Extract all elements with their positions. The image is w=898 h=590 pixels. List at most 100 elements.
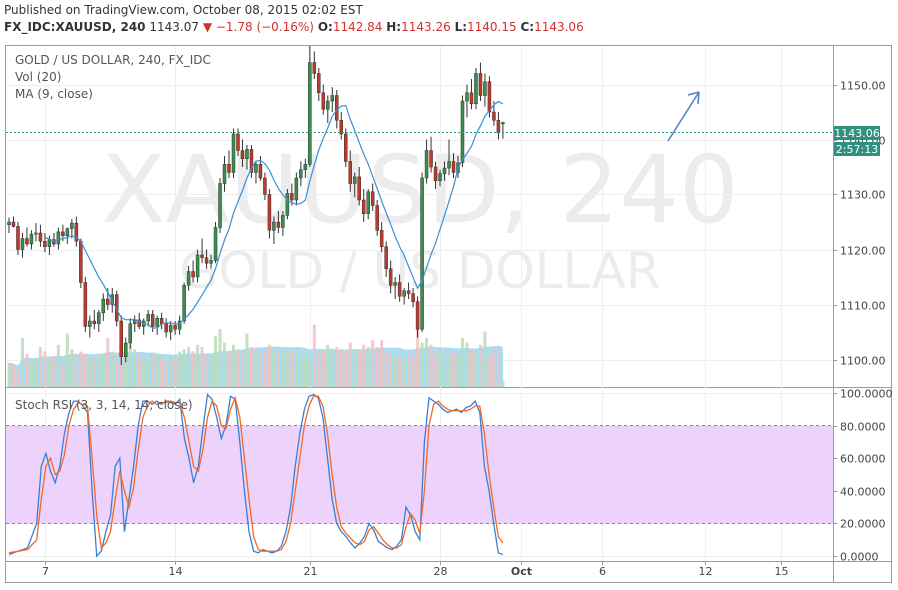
volume-bar <box>411 355 415 387</box>
time-tick-label: Oct <box>511 565 532 578</box>
stoch-band-fill <box>6 425 833 524</box>
legend-ma: MA (9, close) <box>15 87 93 101</box>
volume-bar <box>249 347 253 387</box>
candle-body <box>281 215 285 228</box>
volume-bar <box>474 351 478 387</box>
close-value: 1143.06 <box>534 20 584 34</box>
candle-body <box>43 241 47 247</box>
candle-body <box>438 173 442 182</box>
candle-body <box>74 222 79 242</box>
volume-bar <box>236 349 240 387</box>
candle-body <box>478 73 483 96</box>
volume-bar <box>146 360 150 387</box>
candle-body <box>384 246 388 269</box>
volume-bar <box>452 351 456 387</box>
candle-body <box>388 268 393 286</box>
volume-bar <box>169 355 173 387</box>
candle-body <box>317 73 321 93</box>
volume-bar <box>348 342 352 387</box>
candle-body <box>218 183 222 228</box>
volume-bar <box>434 353 438 387</box>
price-tick-label: 1130.00 <box>840 189 886 202</box>
volume-bar <box>263 351 267 387</box>
candle-body <box>357 176 361 201</box>
volume-bar <box>483 331 487 387</box>
candle-body <box>393 282 397 286</box>
candle-body <box>276 221 281 228</box>
candle-body <box>420 177 424 330</box>
close-label: C: <box>520 20 535 34</box>
volume-bar <box>281 353 285 387</box>
volume-bar <box>371 340 375 387</box>
candle-body <box>11 221 16 227</box>
time-tick-label: 6 <box>599 565 606 578</box>
volume-bar <box>299 355 303 387</box>
watermark-name: GOLD / US DOLLAR <box>180 242 661 300</box>
candle-body <box>272 221 276 231</box>
price-tick-label: 1150.00 <box>840 80 886 93</box>
candle-body <box>415 301 420 330</box>
volume-bar <box>276 351 280 387</box>
countdown-badge <box>834 142 880 156</box>
candle-body <box>245 149 249 159</box>
stoch-d-line <box>8 395 504 554</box>
volume-bar <box>52 355 56 387</box>
volume-bar <box>416 309 420 387</box>
volume-bar <box>285 347 289 387</box>
candle-body <box>159 318 164 324</box>
candle-body <box>406 290 411 294</box>
volume-bar <box>164 360 168 387</box>
candle-body <box>97 312 101 324</box>
time-tick-label: 14 <box>169 565 183 578</box>
volume-bar <box>56 344 60 387</box>
volume-bar <box>429 344 433 387</box>
candle-body <box>204 257 209 264</box>
volume-bar <box>115 353 119 387</box>
candle-body <box>460 100 465 163</box>
legend-stoch: Stoch RSI (3, 3, 14, 14, close) <box>15 398 193 412</box>
candle-body <box>213 227 218 261</box>
candle-body <box>182 285 186 322</box>
candle-body <box>38 232 43 242</box>
candle-body <box>20 238 25 250</box>
time-tick-label: 7 <box>42 565 49 578</box>
candle-body <box>375 205 379 231</box>
candle-body <box>155 318 159 327</box>
volume-bar <box>380 340 384 387</box>
price-tick-label: 1120.00 <box>840 245 886 258</box>
watermark-symbol: XAUUSD, 240 <box>101 136 739 245</box>
candle-body <box>335 95 339 121</box>
volume-bar <box>227 351 231 387</box>
volume-bar <box>478 344 482 387</box>
volume-bar <box>11 364 15 387</box>
volume-bar <box>137 353 141 387</box>
volume-bar <box>258 353 262 387</box>
volume-bar <box>74 353 78 387</box>
stoch-band <box>6 425 833 524</box>
candle-body <box>209 260 213 264</box>
candle-body <box>326 100 330 110</box>
symbol-name: FX_IDC:XAUUSD, 240 <box>4 20 146 34</box>
candle-body <box>483 81 487 96</box>
volume-bar <box>267 344 271 387</box>
candle-body <box>501 122 505 125</box>
candle-body <box>164 323 168 333</box>
volume-bar <box>335 347 339 387</box>
volume-bar <box>101 355 105 387</box>
candle-body <box>258 164 263 179</box>
candle-body <box>61 231 65 236</box>
candle-body <box>411 293 415 302</box>
volume-bar <box>200 347 204 387</box>
volume-bar <box>245 333 249 387</box>
candle-body <box>465 92 469 102</box>
volume-bar <box>384 351 388 387</box>
volume-bar <box>443 351 447 387</box>
volume-bar <box>362 344 366 387</box>
volume-bar <box>447 355 451 387</box>
candle-body <box>29 233 34 245</box>
trend-arrow-drawing[interactable] <box>667 91 700 142</box>
volume-bar <box>344 351 348 387</box>
stoch-tick-label: 20.0000 <box>840 518 886 531</box>
volume-bar <box>303 353 307 387</box>
